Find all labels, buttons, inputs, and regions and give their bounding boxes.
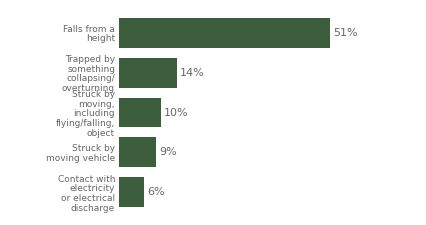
Text: 10%: 10% xyxy=(164,108,188,117)
Bar xyxy=(119,18,330,48)
Bar xyxy=(119,177,144,207)
Text: 51%: 51% xyxy=(333,28,357,38)
Bar xyxy=(119,97,161,128)
Text: 6%: 6% xyxy=(147,187,165,197)
Bar xyxy=(119,137,156,167)
Text: 14%: 14% xyxy=(180,68,205,78)
Text: 9%: 9% xyxy=(160,147,178,157)
Bar xyxy=(119,58,177,88)
